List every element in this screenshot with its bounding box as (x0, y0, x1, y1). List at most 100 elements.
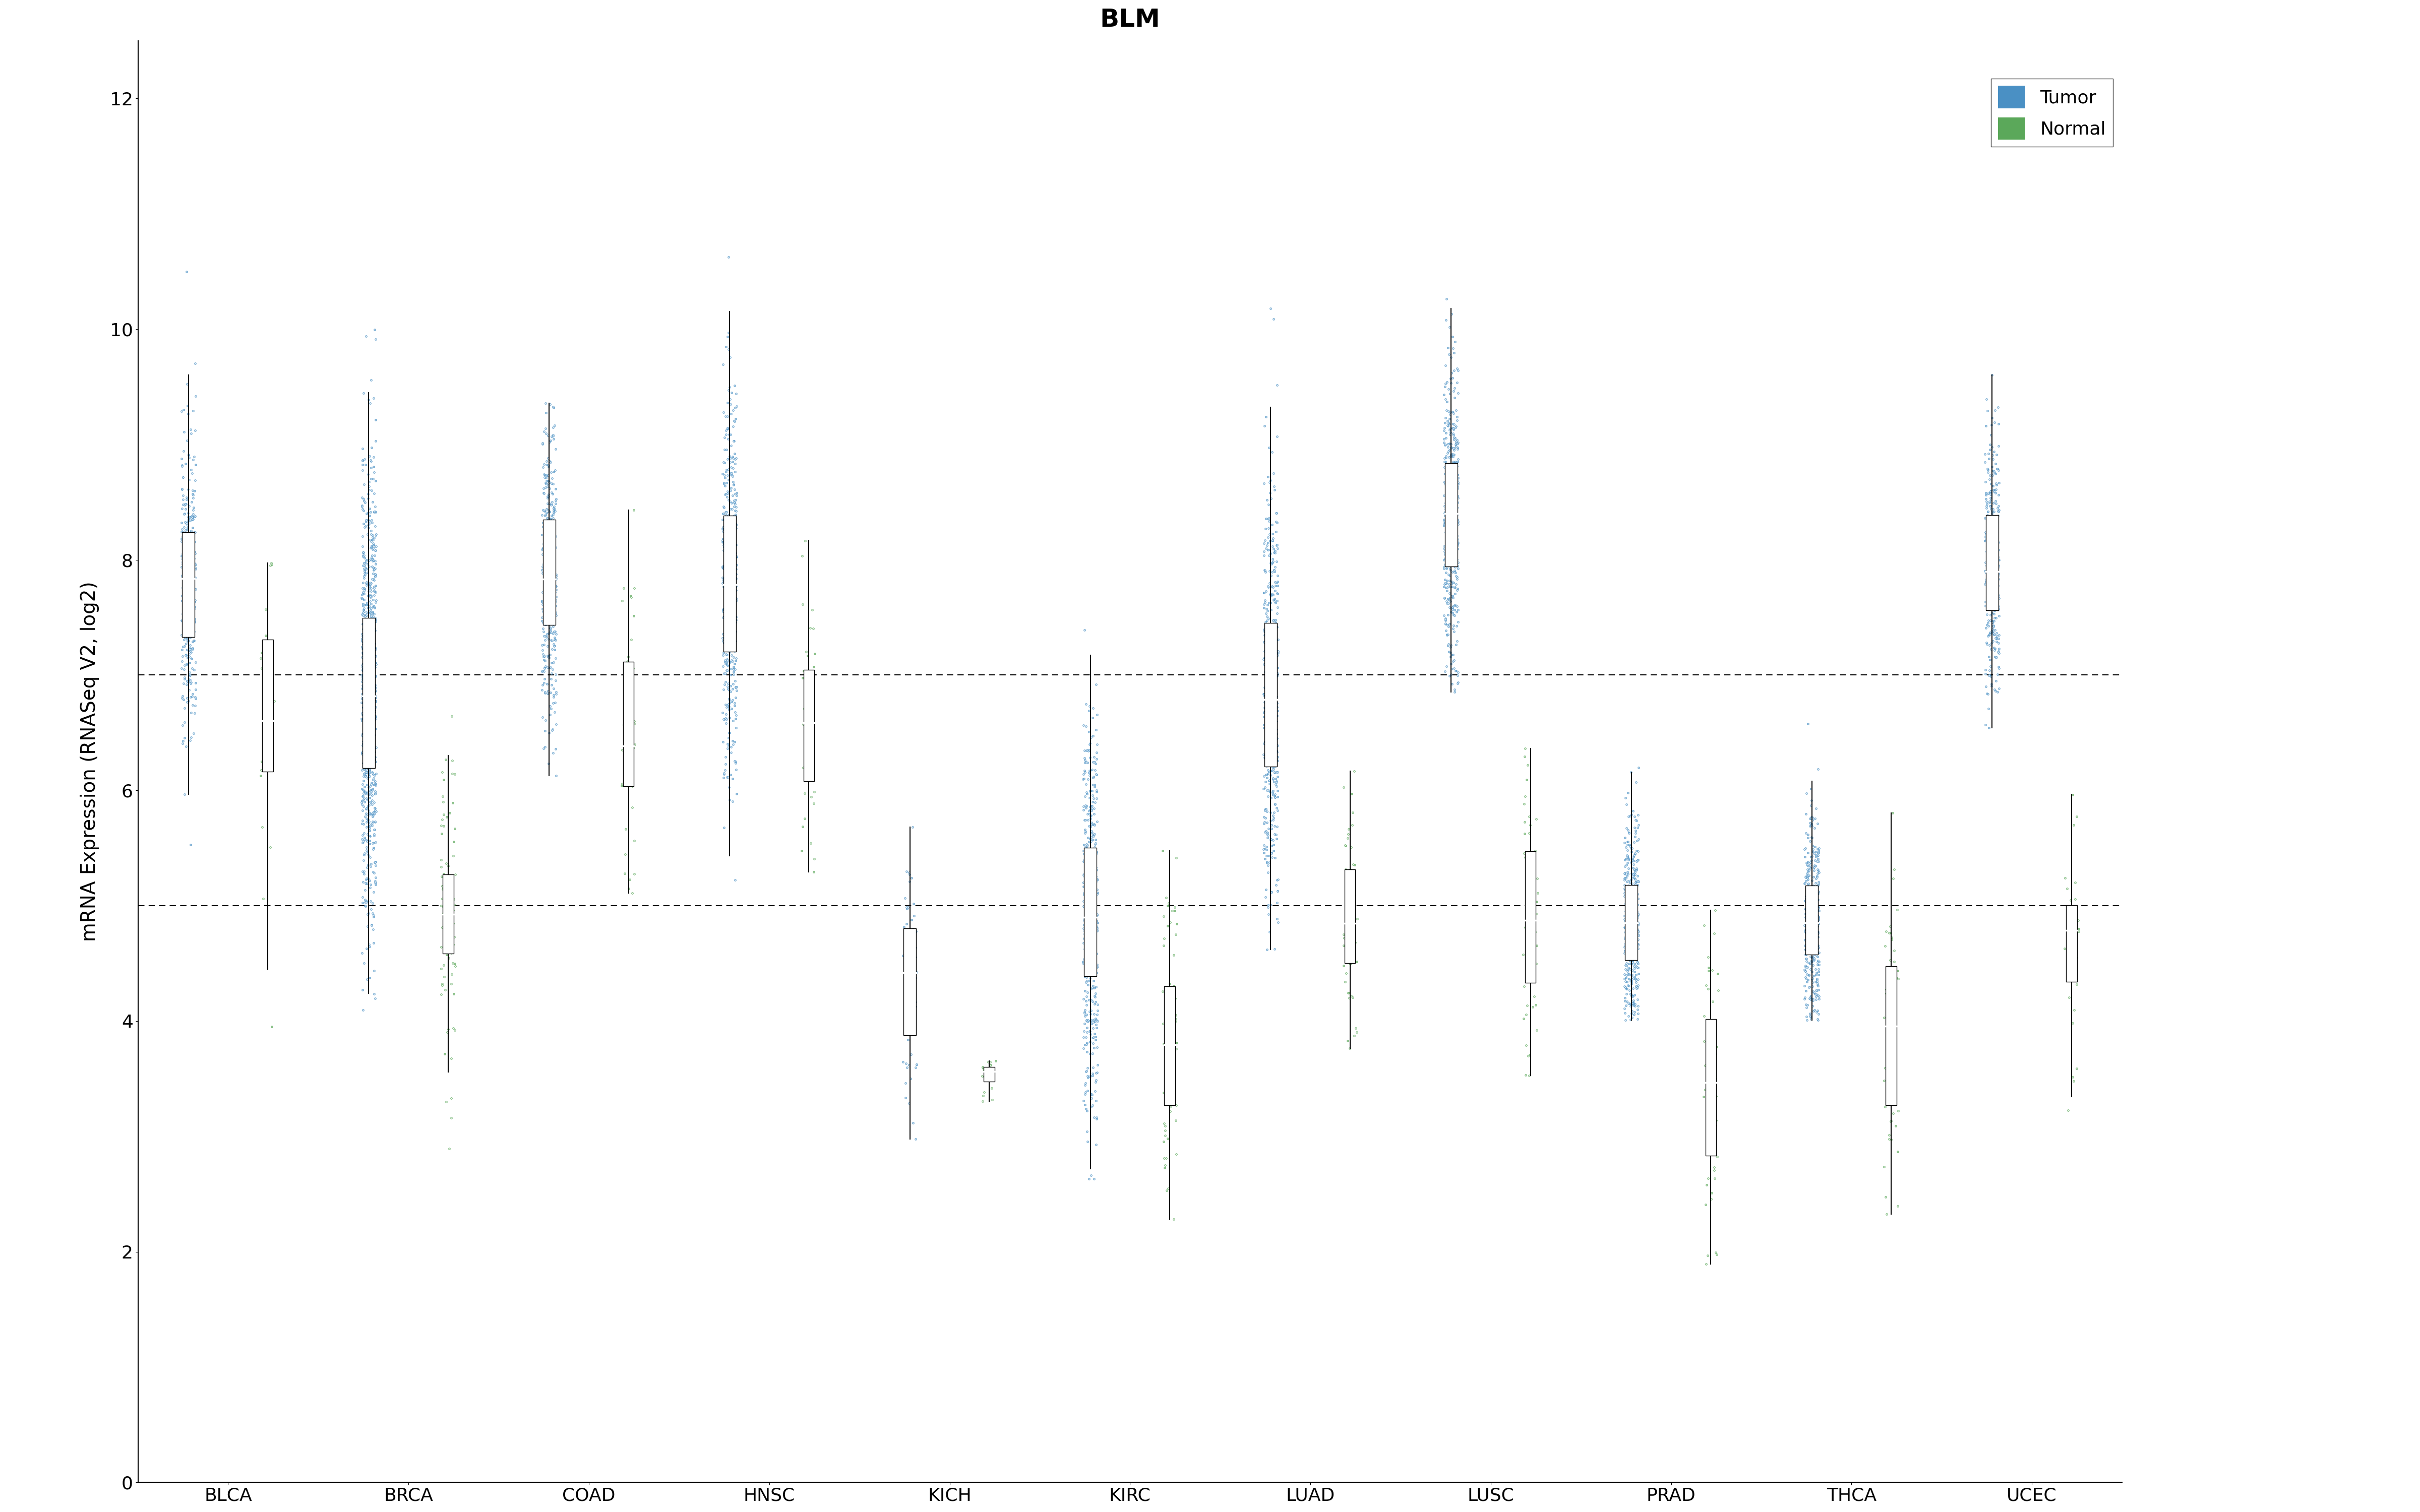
Point (346, 689, 385, 714)
Point (1967, 487, 2006, 511)
Point (1258, 627, 1297, 652)
Point (1338, 907, 1377, 931)
Point (1437, 502, 1476, 526)
Point (523, 673, 561, 697)
Point (1796, 894, 1834, 918)
Point (346, 570, 385, 594)
Point (1437, 553, 1476, 578)
Point (1249, 800, 1287, 824)
Point (1614, 898, 1653, 922)
Point (883, 1049, 922, 1074)
Point (1067, 801, 1106, 826)
Point (1609, 780, 1648, 804)
Point (528, 549, 566, 573)
Point (1437, 472, 1476, 496)
Point (346, 448, 385, 472)
Point (1433, 490, 1471, 514)
Point (174, 629, 213, 653)
Point (1256, 540, 1295, 564)
Point (351, 934, 390, 959)
FancyBboxPatch shape (443, 874, 453, 954)
Point (1607, 910, 1646, 934)
Point (895, 990, 934, 1015)
Point (424, 874, 462, 898)
Point (1617, 912, 1655, 936)
Point (714, 599, 753, 623)
Point (1967, 526, 2006, 550)
Point (348, 708, 387, 732)
Point (1065, 762, 1104, 786)
Point (528, 522, 566, 546)
Point (1072, 960, 1111, 984)
Point (165, 627, 203, 652)
Point (1077, 832, 1116, 856)
Point (523, 611, 561, 635)
Point (353, 478, 392, 502)
Point (167, 626, 206, 650)
Point (1798, 919, 1837, 943)
Point (1788, 921, 1827, 945)
Point (344, 709, 382, 733)
Point (356, 608, 394, 632)
Point (1072, 1083, 1111, 1107)
Point (348, 709, 387, 733)
Point (1617, 866, 1655, 891)
Point (348, 618, 387, 643)
Point (346, 826, 385, 850)
Point (528, 449, 566, 473)
Point (1609, 894, 1648, 918)
Point (1244, 540, 1283, 564)
Point (346, 764, 385, 788)
Point (356, 801, 394, 826)
Point (1067, 857, 1106, 881)
Point (532, 658, 571, 682)
Point (1972, 593, 2011, 617)
Point (431, 871, 469, 895)
Point (1793, 950, 1832, 974)
Point (1254, 770, 1292, 794)
Point (1435, 510, 1474, 534)
Point (167, 541, 206, 565)
Point (1619, 903, 1658, 927)
Point (1430, 531, 1469, 555)
Point (711, 543, 750, 567)
Point (174, 448, 213, 472)
Point (1878, 959, 1917, 983)
Point (341, 662, 380, 686)
Point (356, 673, 394, 697)
Point (1254, 709, 1292, 733)
Point (1619, 931, 1658, 956)
Point (716, 620, 755, 644)
Point (535, 499, 574, 523)
Point (525, 463, 564, 487)
Point (1077, 1010, 1116, 1034)
Point (1077, 998, 1116, 1022)
Point (1244, 617, 1283, 641)
Point (1251, 582, 1290, 606)
Point (1798, 901, 1837, 925)
Point (356, 824, 394, 848)
Point (356, 699, 394, 723)
Point (1077, 868, 1116, 892)
Point (1326, 962, 1365, 986)
Point (1067, 915, 1106, 939)
Point (169, 522, 208, 546)
FancyBboxPatch shape (1263, 623, 1278, 767)
Point (1793, 848, 1832, 872)
Point (1435, 582, 1474, 606)
Point (1244, 593, 1283, 617)
Point (1433, 617, 1471, 641)
Point (1604, 996, 1643, 1021)
Point (1788, 927, 1827, 951)
Point (1070, 1030, 1108, 1054)
Point (1249, 821, 1287, 845)
Point (1065, 863, 1104, 888)
Point (1619, 904, 1658, 928)
Point (1430, 478, 1469, 502)
Point (1798, 904, 1837, 928)
Point (1433, 435, 1471, 460)
Point (1249, 525, 1287, 549)
Point (1254, 754, 1292, 779)
Point (1065, 909, 1104, 933)
Point (1975, 508, 2013, 532)
